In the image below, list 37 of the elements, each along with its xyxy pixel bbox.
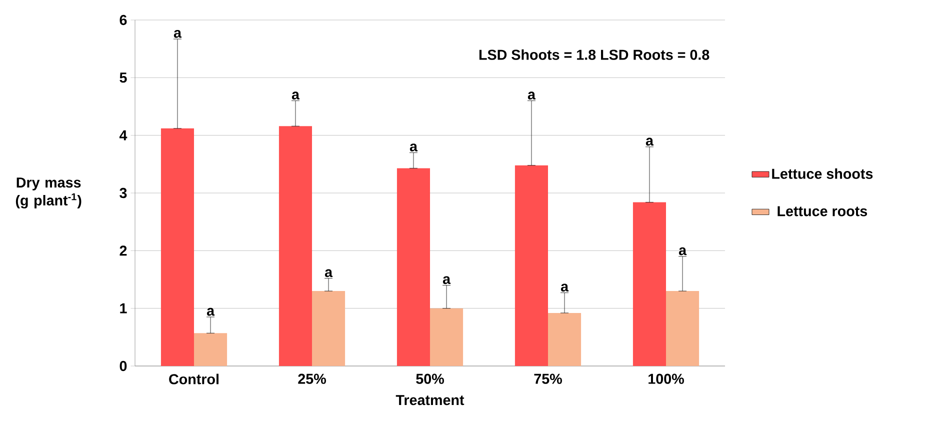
bar: [430, 308, 464, 366]
x-tick-label: 75%: [534, 374, 562, 384]
x-tick-label: 25%: [298, 374, 326, 384]
annotation: a: [324, 269, 333, 278]
x-tick-label: Control: [169, 374, 218, 384]
annotation: a: [678, 247, 687, 256]
y-tick-label: 4: [119, 130, 128, 140]
annotation: a: [528, 92, 536, 100]
legend-label: Lettuce roots: [778, 206, 868, 216]
bar: [312, 291, 346, 366]
y-tick-label: 6: [120, 14, 127, 26]
bar: [548, 312, 582, 366]
bar: [396, 168, 430, 366]
annotation: a: [174, 30, 182, 38]
annotation: a: [646, 138, 654, 146]
bar: [278, 126, 312, 366]
y-tick-label: 0: [120, 360, 127, 372]
bar: [160, 128, 194, 366]
bar: [514, 165, 548, 366]
y-tick-label: 2: [120, 246, 127, 256]
bar: [194, 333, 228, 366]
annotation: a: [442, 276, 451, 284]
y-tick-label: 5: [120, 72, 127, 83]
annotation: a: [560, 284, 569, 292]
annotation: a: [206, 308, 215, 316]
legend-label: Lettuce shoots: [772, 168, 873, 179]
y-tick-label: 3: [120, 188, 127, 198]
x-axis-title: Treatment: [396, 395, 464, 406]
bar: [632, 202, 666, 366]
y-axis-title: Dry mass (g plant$^{-1}$): [16, 178, 82, 208]
x-tick-label: 50%: [416, 374, 444, 384]
x-tick-label: 100%: [648, 374, 684, 384]
y-tick-label: 1: [120, 303, 127, 314]
annotation: a: [292, 92, 300, 100]
annotation: a: [410, 144, 418, 152]
bar: [666, 291, 700, 366]
annotation: LSD Shoots = 1.8 LSD Roots = 0.8: [479, 49, 710, 60]
